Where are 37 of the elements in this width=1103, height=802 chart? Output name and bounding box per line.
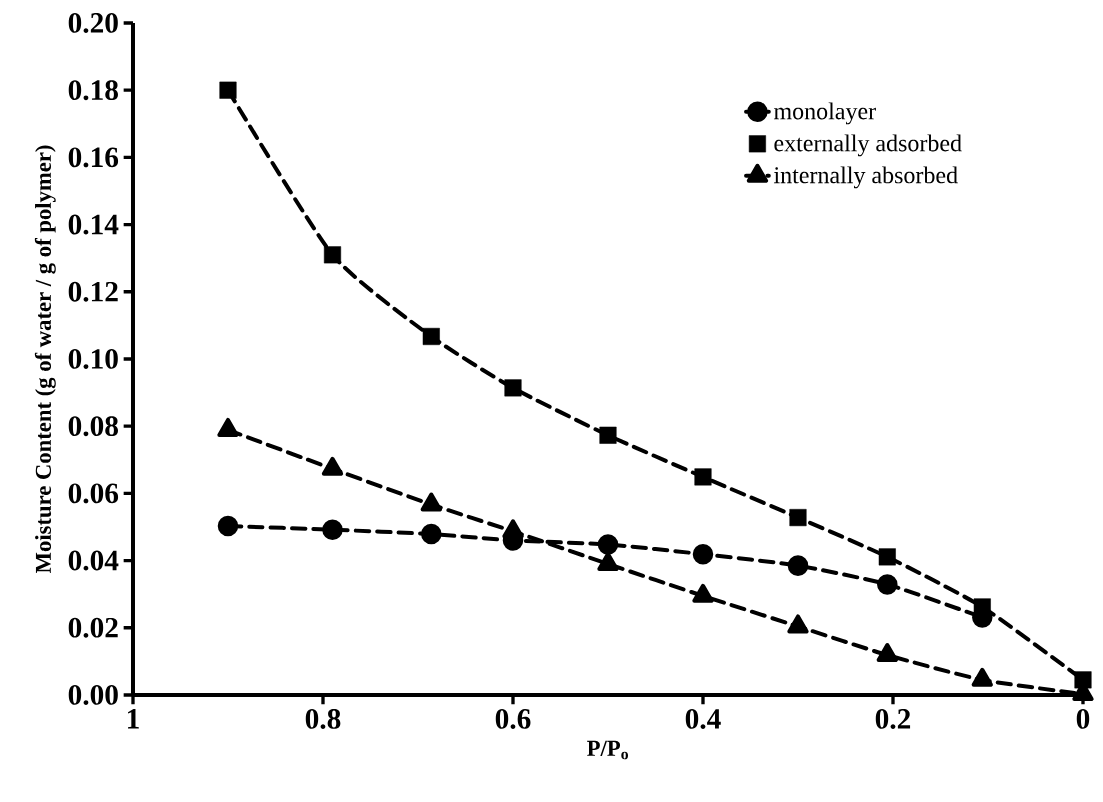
point <box>878 548 896 566</box>
x-tick-label: 0.2 <box>875 709 911 729</box>
point <box>219 81 237 99</box>
point <box>597 534 619 555</box>
x-tick-label: 0.8 <box>305 709 341 729</box>
point <box>789 509 807 527</box>
y-tick-label: 0.16 <box>68 147 119 168</box>
point <box>692 543 714 565</box>
x-tick-label: 1 <box>128 709 139 729</box>
x-tick-label: 0 <box>1076 709 1090 729</box>
point <box>877 574 898 595</box>
point <box>217 515 239 537</box>
legend-label: monolayer <box>773 102 876 125</box>
point <box>599 426 617 444</box>
legend-label: externally adsorbed <box>774 134 962 157</box>
point <box>322 519 343 540</box>
y-tick-label: 0.00 <box>68 685 118 705</box>
point <box>504 379 522 397</box>
y-tick-label: 0.20 <box>68 13 118 33</box>
point <box>694 468 712 486</box>
legend-label: internally absorbed <box>773 166 958 189</box>
y-tick-label: 0.04 <box>68 550 119 571</box>
point <box>421 523 442 545</box>
x-tick-label: 0.6 <box>495 709 531 729</box>
y-tick-label: 0.02 <box>68 617 118 638</box>
y-tick-label: 0.06 <box>68 483 119 504</box>
y-tick-label: 0.12 <box>68 281 118 302</box>
x-axis-title: P/P$_{o}$ <box>587 740 629 760</box>
point <box>422 327 440 346</box>
y-tick-label: 0.10 <box>68 349 118 369</box>
y-tick-label: 0.08 <box>68 416 118 437</box>
x-tick-label: 0.4 <box>685 709 721 729</box>
y-tick-label: 0.18 <box>68 80 118 101</box>
y-tick-label: 0.14 <box>68 214 119 235</box>
point <box>787 555 809 576</box>
y-axis-title: Moisture Content (g of water / g of polymer) <box>34 145 56 574</box>
point <box>323 246 342 264</box>
